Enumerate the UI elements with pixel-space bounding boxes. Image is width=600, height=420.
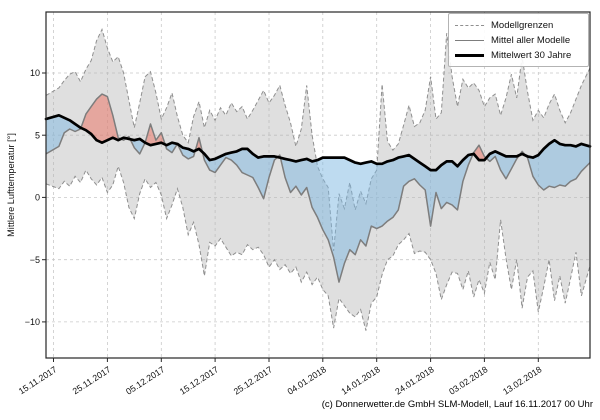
x-tick-label: 25.11.2017 <box>71 364 113 396</box>
y-tick-label: 10 <box>30 68 40 78</box>
x-tick-label: 13.02.2018 <box>501 364 543 396</box>
model-mean-line <box>45 93 591 283</box>
x-tick-label: 25.12.2017 <box>232 364 274 396</box>
above-normal-fill <box>145 124 166 146</box>
x-tick-label: 04.01.2018 <box>286 364 328 396</box>
legend-label: Mittelwert 30 Jahre <box>491 50 572 61</box>
legend-label: Mittel aller Modelle <box>491 35 571 46</box>
y-tick-label: −5 <box>30 255 40 265</box>
x-tick-label: 14.01.2018 <box>339 364 381 396</box>
climate-mean-line <box>44 113 592 172</box>
model-range-upper-line <box>45 28 591 252</box>
black-line-icon <box>455 53 484 58</box>
legend-item-mittelwert-30-jahre: Mittelwert 30 Jahre <box>449 48 588 63</box>
y-tick-label: −10 <box>25 317 40 327</box>
below-normal-fill <box>486 151 520 179</box>
copyright-caption: (c) Donnerwetter.de GmbH SLM-Modell, Lau… <box>321 399 593 410</box>
dashed-line-icon <box>455 25 484 26</box>
gray-line-icon <box>455 39 484 42</box>
y-tick-label: 5 <box>35 130 40 140</box>
above-normal-fill <box>80 94 121 143</box>
x-tick-label: 24.01.2018 <box>393 364 435 396</box>
legend-label: Modellgrenzen <box>491 20 554 31</box>
legend-item-mittel-aller-modelle: Mittel aller Modelle <box>449 33 588 48</box>
x-tick-label: 03.02.2018 <box>447 364 489 396</box>
model-range-lower-line <box>45 164 591 331</box>
below-normal-fill <box>165 142 196 159</box>
x-tick-label: 15.12.2017 <box>178 364 220 396</box>
y-tick-label: 0 <box>35 193 40 203</box>
x-tick-label: 05.12.2017 <box>124 364 166 396</box>
legend-item-modellgrenzen: Modellgrenzen <box>449 18 588 33</box>
below-normal-fill <box>280 154 474 283</box>
below-normal-fill <box>202 148 278 199</box>
legend: Modellgrenzen Mittel aller Modelle Mitte… <box>448 13 589 67</box>
axes-frame <box>45 11 591 359</box>
x-tick-label: 15.11.2017 <box>17 364 59 396</box>
y-axis-label: Mittlere Lufttemperatur [°] <box>6 133 16 237</box>
